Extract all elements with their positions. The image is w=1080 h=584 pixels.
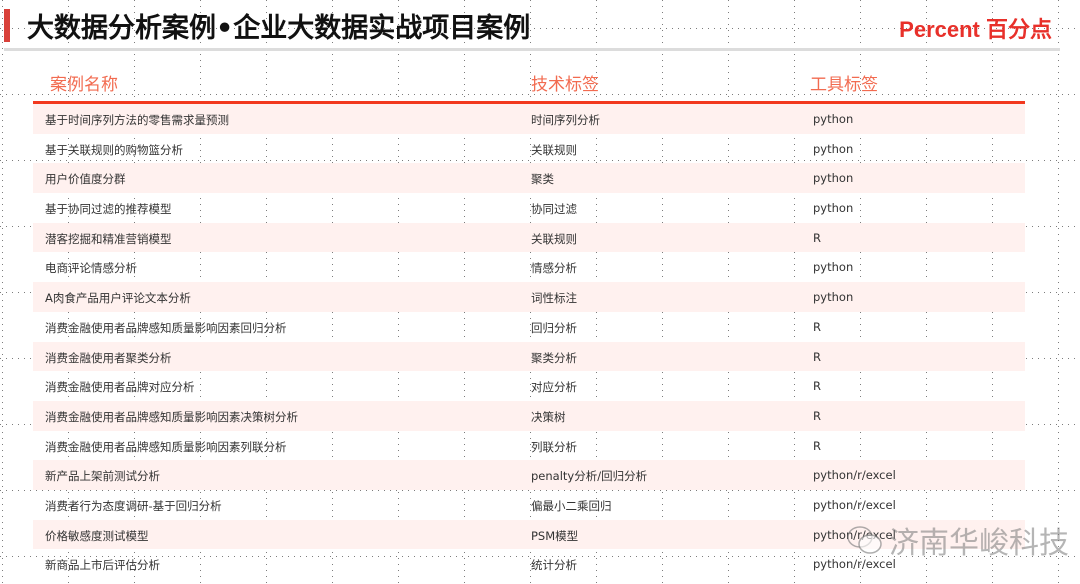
table-row: 电商评论情感分析 情感分析 python [33,252,1025,282]
tech-tag-cell: 聚类分析 [531,350,577,365]
case-name-cell: 消费金融使用者品牌感知质量影响因素决策树分析 [45,409,298,424]
table-row: 消费金融使用者品牌感知质量影响因素决策树分析 决策树 R [33,400,1025,431]
case-name-cell: 新商品上市后评估分析 [45,558,160,573]
table-row: 基于关联规则的购物篮分析 关联规则 python [33,134,1025,164]
case-name-cell: 基于协同过滤的推荐模型 [45,202,172,217]
case-name-cell: 电商评论情感分析 [45,261,137,276]
table-row: 基于协同过滤的推荐模型 协同过滤 python [33,193,1025,223]
tool-tag-cell: python [813,112,854,126]
title-divider [4,48,1060,51]
watermark-text: 济南华峻科技 [889,526,1069,561]
tool-tag-cell: R [813,319,821,334]
case-name-cell: 消费者行为态度调研-基于回归分析 [45,498,222,513]
tech-tag-cell: 词性标注 [531,291,577,306]
table-row: 消费金融使用者品牌感知质量影响因素列联分析 列联分析 R [33,431,1025,461]
tech-tag-cell: penalty分析/回归分析 [531,469,648,484]
tech-tag-cell: 时间序列分析 [531,113,600,127]
tool-tag-cell: python/r/excel [813,557,896,572]
tool-tag-cell: R [813,438,821,453]
case-name-cell: 消费金融使用者品牌感知质量影响因素列联分析 [45,439,287,454]
tool-tag-cell: python [813,141,854,156]
header-divider [33,101,1025,104]
wechat-icon [847,526,882,554]
tech-tag-cell: 聚类 [531,172,554,187]
tech-tag-cell: 统计分析 [531,558,577,573]
case-table: 基于时间序列方法的零售需求量预测 时间序列分析 python 基于关联规则的购物篮分析… [33,104,1025,579]
table-row: 新产品上架前测试分析 penalty分析/回归分析 python/r/excel [33,460,1025,490]
table-row: 消费金融使用者品牌对应分析 对应分析 R [33,371,1025,401]
case-name-cell: A肉食产品用户评论文本分析 [45,291,191,306]
table-row: 用户价值度分群 聚类 python [33,163,1025,194]
grid-line [0,28,1080,29]
table-row: 新商品上市后评估分析 统计分析 python/r/excel [33,549,1025,579]
tool-tag-cell: python [813,171,854,186]
tool-tag-cell: python/r/excel [813,497,896,512]
column-header-case-name: 案例名称 [50,75,118,95]
tool-tag-cell: R [813,349,821,364]
table-row: 消费者行为态度调研-基于回归分析 偏最小二乘回归 python/r/excel [33,490,1025,520]
tech-tag-cell: 对应分析 [531,380,577,395]
case-name-cell: 基于时间序列方法的零售需求量预测 [45,113,229,127]
watermark: 济南华峻科技 [845,518,1069,562]
case-name-cell: 新产品上架前测试分析 [45,469,160,484]
column-header-tech-tag: 技术标签 [531,75,599,95]
case-name-cell: 消费金融使用者品牌感知质量影响因素回归分析 [45,320,287,335]
tech-tag-cell: 关联规则 [531,142,577,157]
tool-tag-cell: python/r/excel [813,468,896,483]
table-row: A肉食产品用户评论文本分析 词性标注 python [33,282,1025,312]
grid-line [0,94,1080,95]
title-accent-bar [4,9,10,42]
tech-tag-cell: 情感分析 [531,261,577,276]
tool-tag-cell: R [813,230,821,245]
tech-tag-cell: 列联分析 [531,439,577,454]
tech-tag-cell: 协同过滤 [531,202,577,217]
case-name-cell: 价格敏感度测试模型 [45,528,149,543]
case-name-cell: 消费金融使用者聚类分析 [45,350,172,365]
brand-logo: Percent 百分点 [899,17,1052,42]
tech-tag-cell: 关联规则 [531,231,577,246]
tech-tag-cell: 回归分析 [531,320,577,335]
page-title: 大数据分析案例•企业大数据实战项目案例 [27,13,531,44]
case-name-cell: 基于关联规则的购物篮分析 [45,142,183,157]
case-name-cell: 消费金融使用者品牌对应分析 [45,380,195,395]
tool-tag-cell: python [813,290,854,305]
tech-tag-cell: 决策树 [531,409,566,424]
column-header-tool-tag: 工具标签 [810,75,878,95]
case-name-cell: 用户价值度分群 [45,172,126,187]
table-row: 基于时间序列方法的零售需求量预测 时间序列分析 python [33,104,1025,134]
tech-tag-cell: 偏最小二乘回归 [531,498,612,513]
grid-line [0,160,1080,161]
table-row: 消费金融使用者品牌感知质量影响因素回归分析 回归分析 R [33,312,1025,342]
tool-tag-cell: R [813,408,821,423]
tool-tag-cell: R [813,379,821,394]
tool-tag-cell: python [813,201,854,216]
grid-line [0,490,1080,491]
table-row: 潜客挖掘和精准营销模型 关联规则 R [33,222,1025,253]
grid-line [0,556,1080,557]
table-row: 消费金融使用者聚类分析 聚类分析 R [33,341,1025,372]
tool-tag-cell: python [813,260,854,275]
case-name-cell: 潜客挖掘和精准营销模型 [45,231,172,246]
tech-tag-cell: PSM模型 [531,528,579,543]
